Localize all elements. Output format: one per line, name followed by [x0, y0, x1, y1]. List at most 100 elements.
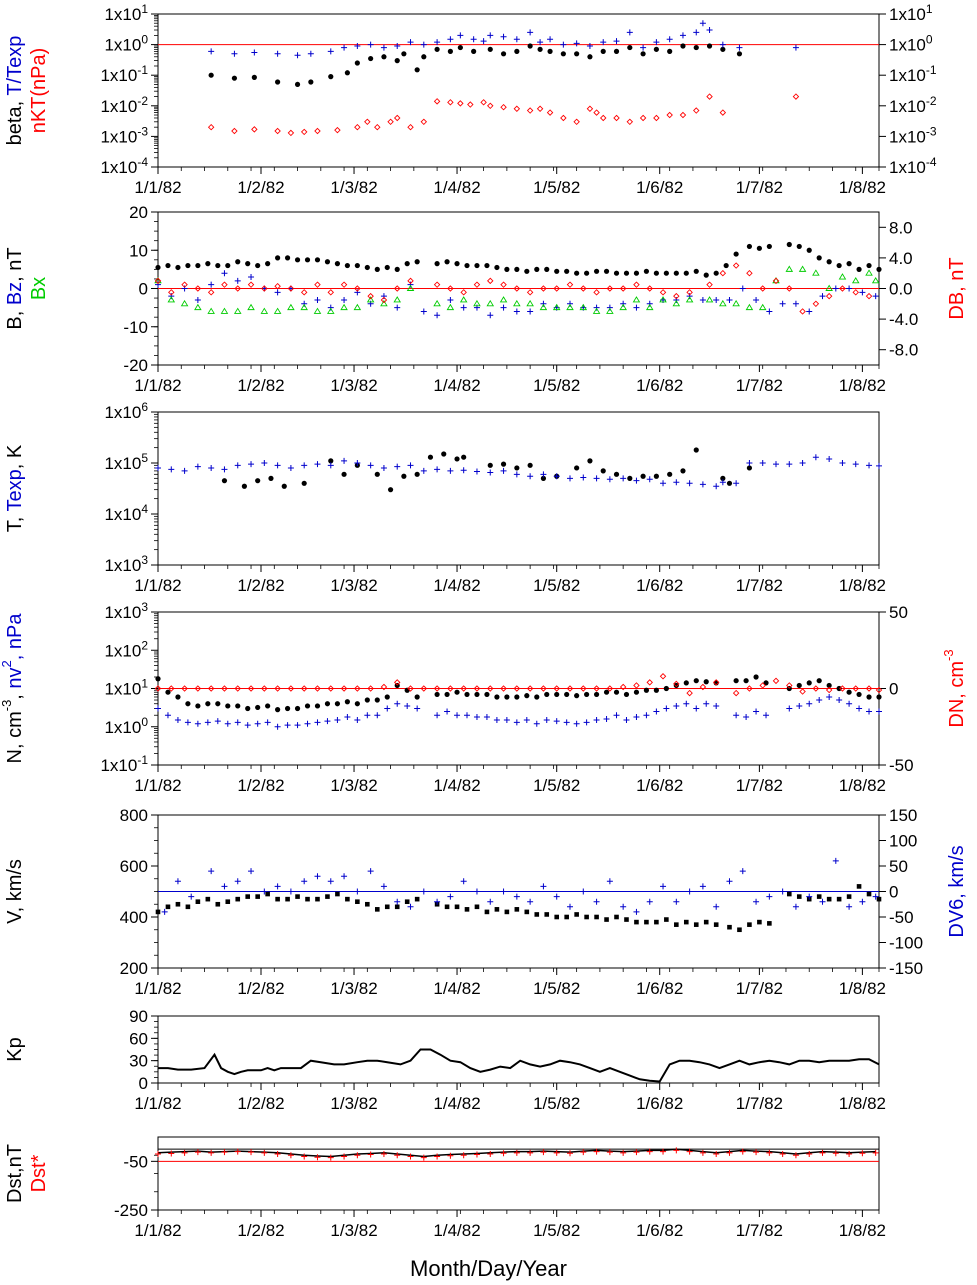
data-point	[524, 693, 530, 699]
data-point	[384, 705, 391, 712]
data-point	[275, 707, 281, 713]
y-tick-label: 1x105	[104, 451, 148, 473]
data-point	[756, 245, 762, 251]
data-point	[806, 247, 812, 253]
plot-frame	[157, 13, 880, 168]
data-point	[447, 285, 454, 292]
data-point	[300, 303, 308, 311]
data-point	[247, 303, 255, 311]
data-point	[613, 48, 620, 54]
data-point	[487, 312, 494, 319]
data-point	[261, 460, 268, 466]
data-point	[806, 308, 813, 315]
data-point	[747, 922, 752, 927]
data-point	[536, 105, 544, 113]
data-point	[613, 270, 620, 276]
data-point	[394, 904, 400, 910]
data-point	[155, 264, 161, 271]
data-point	[265, 703, 271, 709]
data-point	[287, 888, 294, 895]
data-point	[195, 703, 201, 709]
data-point	[471, 48, 477, 54]
data-point	[401, 51, 407, 57]
data-point	[394, 1152, 401, 1159]
data-point	[593, 109, 600, 116]
data-point	[483, 713, 490, 720]
data-point	[168, 289, 175, 296]
data-point	[699, 1149, 706, 1156]
data-point	[473, 685, 481, 692]
data-point	[365, 901, 370, 907]
data-point	[766, 243, 772, 250]
data-point	[660, 1148, 667, 1155]
data-point	[207, 307, 215, 314]
data-point	[340, 281, 348, 288]
data-point	[574, 51, 580, 57]
data-point	[583, 719, 590, 726]
x-tick-label: 1/6/82	[636, 376, 683, 395]
data-point	[335, 891, 340, 897]
data-point	[503, 717, 510, 724]
data-point	[414, 67, 420, 73]
data-point	[866, 694, 872, 700]
x-tick-label: 1/7/82	[736, 576, 783, 595]
y-axis-label: T, Texp, K	[4, 444, 26, 532]
data-point	[653, 114, 660, 122]
data-point	[434, 691, 440, 698]
data-point	[673, 680, 680, 688]
data-point	[646, 898, 653, 905]
data-point	[474, 691, 480, 698]
data-point	[224, 720, 231, 727]
data-point	[846, 903, 853, 910]
data-point	[194, 463, 201, 470]
data-point	[234, 277, 241, 284]
data-point	[470, 36, 477, 43]
data-point	[526, 289, 534, 296]
data-point	[341, 296, 348, 303]
data-point	[540, 475, 547, 481]
data-point	[500, 33, 507, 40]
data-point	[414, 694, 420, 700]
data-point	[480, 38, 487, 45]
data-point	[832, 1150, 839, 1157]
x-tick-label: 1/8/82	[839, 979, 886, 998]
data-point	[580, 1149, 587, 1156]
data-point	[640, 44, 647, 51]
data-point	[875, 686, 883, 694]
data-point	[663, 705, 670, 712]
x-tick-label: 1/3/82	[330, 1221, 377, 1240]
data-point	[195, 262, 201, 269]
data-point	[460, 289, 467, 296]
data-point	[181, 685, 188, 692]
data-point	[234, 462, 241, 469]
data-point	[404, 261, 410, 267]
data-point	[374, 697, 380, 703]
data-point	[663, 685, 669, 692]
data-point	[732, 689, 740, 697]
data-point	[580, 888, 587, 895]
data-point	[706, 281, 713, 288]
data-point	[164, 712, 171, 719]
data-point	[234, 878, 241, 885]
data-point	[364, 118, 371, 126]
data-point	[666, 36, 673, 43]
data-point	[593, 685, 600, 692]
y-axis-label: Kp	[4, 1037, 26, 1061]
data-point	[480, 99, 487, 106]
data-point	[626, 29, 633, 36]
x-tick-label: 1/6/82	[636, 1221, 683, 1240]
data-point	[344, 713, 351, 720]
right-tick-label: -150	[889, 959, 923, 978]
data-point	[826, 455, 833, 462]
data-point	[175, 694, 181, 700]
data-point	[247, 685, 255, 692]
data-point	[812, 685, 820, 692]
data-point	[836, 896, 842, 902]
data-point	[736, 51, 743, 57]
data-point	[567, 475, 573, 482]
data-point	[852, 289, 859, 296]
data-point	[703, 919, 709, 925]
data-point	[666, 111, 673, 119]
data-point	[185, 262, 191, 269]
right-tick-label: 0	[889, 883, 898, 902]
